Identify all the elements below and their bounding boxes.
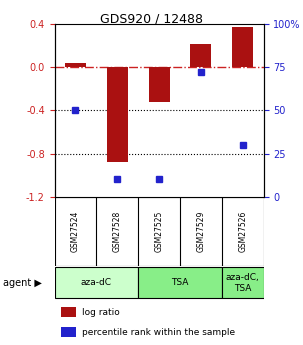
Bar [61,327,76,337]
FancyBboxPatch shape [222,267,264,298]
Text: GSM27525: GSM27525 [155,210,164,252]
Text: GSM27524: GSM27524 [71,210,80,252]
Text: GSM27526: GSM27526 [238,210,247,252]
Bar [191,43,211,67]
FancyBboxPatch shape [55,267,138,298]
Text: log ratio: log ratio [82,308,120,317]
Text: TSA: TSA [171,278,189,287]
Text: percentile rank within the sample: percentile rank within the sample [82,328,235,337]
Text: GSM27529: GSM27529 [196,210,205,252]
Text: aza-dC,
TSA: aza-dC, TSA [226,273,260,293]
Text: GDS920 / 12488: GDS920 / 12488 [100,12,203,25]
Text: agent ▶: agent ▶ [3,278,42,288]
FancyBboxPatch shape [138,267,222,298]
Bar [65,63,86,67]
Bar [232,27,253,67]
Text: aza-dC: aza-dC [81,278,112,287]
Bar [107,67,128,162]
Bar [149,67,170,102]
Bar [61,307,76,317]
Text: GSM27528: GSM27528 [113,210,122,252]
